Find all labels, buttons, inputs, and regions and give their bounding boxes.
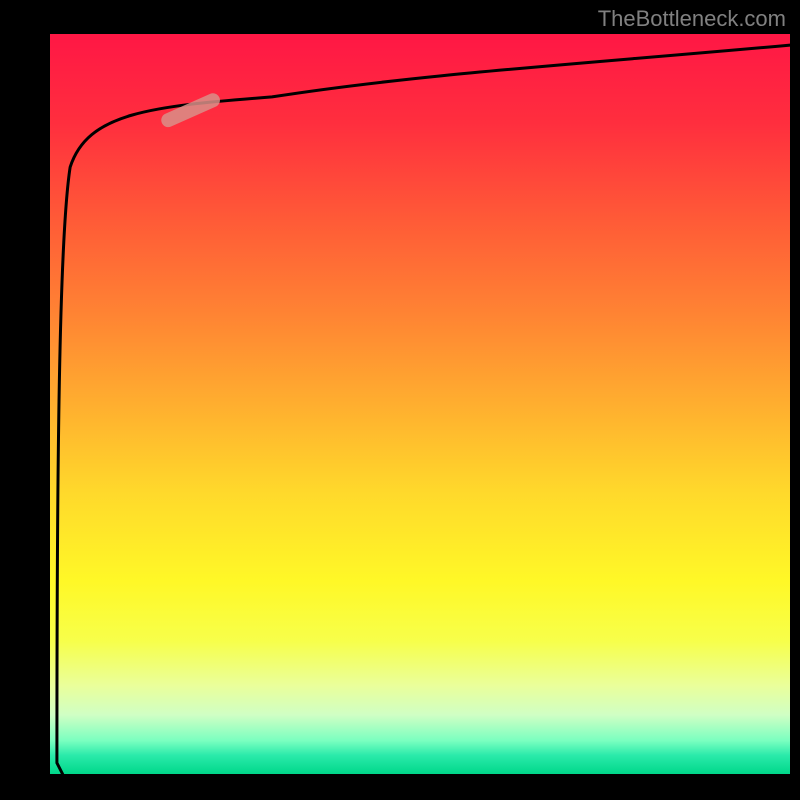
- watermark-text: TheBottleneck.com: [598, 6, 786, 32]
- plot-area: [50, 34, 790, 774]
- plot-svg: [50, 34, 790, 774]
- gradient-background: [50, 34, 790, 774]
- chart-container: { "canvas": { "width": 800, "height": 80…: [0, 0, 800, 800]
